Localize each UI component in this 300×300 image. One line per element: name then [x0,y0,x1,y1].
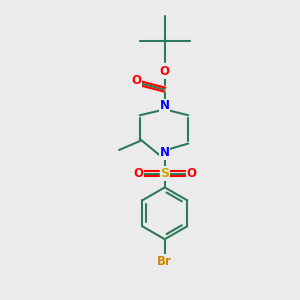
Text: N: N [160,146,170,159]
Text: O: O [133,167,143,180]
Text: N: N [160,99,170,112]
Text: Br: Br [157,255,172,268]
Text: S: S [160,167,169,180]
Text: O: O [186,167,196,180]
Text: O: O [132,74,142,87]
Text: O: O [160,65,170,79]
